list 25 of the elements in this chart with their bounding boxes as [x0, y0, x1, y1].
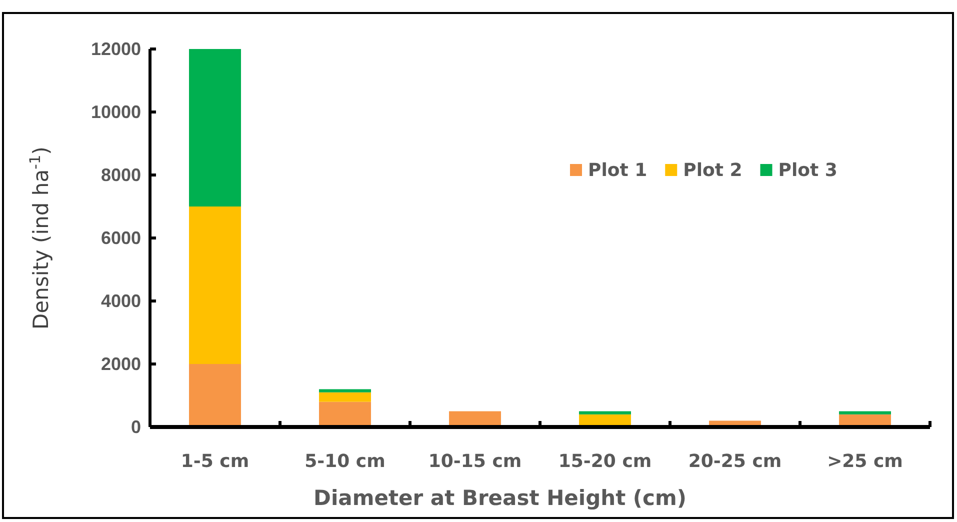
y-tick-label: 2000	[100, 354, 141, 374]
x-tick-label: 20-25 cm	[688, 451, 782, 472]
bar	[839, 411, 891, 414]
y-tick-label: 4000	[100, 290, 141, 311]
bar	[189, 364, 241, 427]
bar	[319, 402, 371, 427]
bar	[579, 411, 631, 414]
bar	[319, 392, 371, 402]
bar	[319, 389, 371, 392]
x-axis-title: Diameter at Breast Height (cm)	[314, 486, 686, 510]
x-tick-label: 1-5 cm	[180, 451, 250, 472]
legend-label: Plot 3	[778, 160, 838, 181]
bar	[189, 49, 241, 206]
y-tick-label: 0	[130, 416, 141, 437]
x-tick-label: 10-15 cm	[428, 451, 522, 472]
y-tick-label: 10000	[90, 102, 141, 122]
legend-label: Plot 2	[683, 160, 742, 181]
x-tick-label: 5-10 cm	[304, 451, 386, 472]
x-tick-label: 15-20 cm	[558, 451, 652, 472]
bar	[189, 206, 241, 364]
y-tick-label: 6000	[100, 228, 141, 248]
y-tick-label: 12000	[90, 38, 141, 59]
y-tick-label: 8000	[100, 164, 141, 185]
legend-label: Plot 1	[588, 160, 648, 181]
x-tick-label: >25 cm	[827, 451, 903, 472]
